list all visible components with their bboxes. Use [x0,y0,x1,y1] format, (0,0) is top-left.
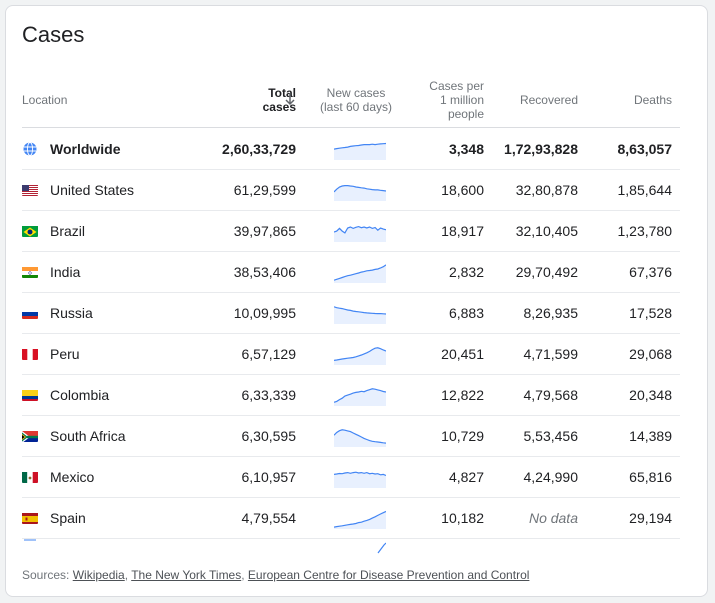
table-row[interactable]: Spain 4,79,554 10,182 No data 29,194 [22,498,680,539]
flag-mx-icon [22,471,38,483]
total-cases-value: 6,57,129 [241,346,297,362]
sources-footer: Sources: Wikipedia, The New York Times, … [22,568,530,582]
header-total-cases[interactable]: Total cases [262,86,296,114]
flag-pe-icon [22,348,38,360]
sparkline [334,510,386,529]
cases-card: Cases Location Total cases New cases (la… [5,5,708,597]
table-row[interactable]: South Africa 6,30,595 10,729 5,53,456 14… [22,416,680,457]
deaths-value: 8,63,057 [617,140,673,157]
table-row[interactable]: Russia 10,09,995 6,883 8,26,935 17,528 [22,293,680,334]
deaths-value: 29,068 [629,346,672,362]
header-new-cases[interactable]: New cases (last 60 days) [319,86,393,114]
location-name: Peru [50,346,80,362]
cases-per-million-value: 12,822 [441,387,484,403]
total-cases-value: 6,33,339 [241,387,297,403]
flag-us-icon [22,184,38,196]
deaths-value: 20,348 [629,387,672,403]
table-row[interactable]: India 38,53,406 2,832 29,70,492 67,376 [22,252,680,293]
table-row[interactable]: Brazil 39,97,865 18,917 32,10,405 1,23,7… [22,211,680,252]
cases-per-million-value: 20,451 [441,346,484,362]
cases-per-million-value: 10,729 [441,428,484,444]
cases-per-million-value: 18,917 [441,223,484,239]
table-row[interactable]: Worldwide 2,60,33,729 3,348 1,72,93,828 … [22,128,680,170]
location-name: United States [50,182,135,198]
flag-partial [24,539,36,541]
location-name: Russia [50,305,93,321]
location-name: Mexico [50,469,95,485]
location-name: Worldwide [50,140,121,157]
total-cases-value: 4,79,554 [241,510,297,526]
flag-br-icon [22,225,38,237]
table-row[interactable]: Peru 6,57,129 20,451 4,71,599 29,068 [22,334,680,375]
table-row[interactable]: United States 61,29,599 18,600 32,80,878… [22,170,680,211]
flag-za-icon [22,430,38,442]
sparkline [334,264,386,283]
total-cases-value: 38,53,406 [233,264,296,280]
header-location[interactable]: Location [22,93,68,107]
table-row-partial [22,539,680,555]
sparkline [334,429,386,447]
recovered-value: 32,10,405 [515,223,578,239]
recovered-value: 1,72,93,828 [504,140,578,157]
location-name: Brazil [50,223,86,239]
recovered-value: No data [528,510,578,526]
total-cases-value: 61,29,599 [233,182,296,198]
cases-per-million-value: 6,883 [448,305,484,321]
cases-per-million-value: 18,600 [441,182,484,198]
cases-per-million-value: 2,832 [448,264,484,280]
header-deaths[interactable]: Deaths [633,93,672,107]
cases-table: Location Total cases New cases (last 60 … [22,70,680,555]
globe-icon [23,141,37,156]
deaths-value: 14,389 [629,428,672,444]
total-cases-value: 39,97,865 [233,223,296,239]
table-row[interactable]: Mexico 6,10,957 4,827 4,24,990 65,816 [22,457,680,498]
sparkline [334,306,386,324]
header-cases-per-million[interactable]: Cases per 1 million people [429,79,484,121]
card-title: Cases [22,22,85,47]
sort-descending-icon[interactable] [283,91,297,107]
header-recovered[interactable]: Recovered [519,93,578,107]
flag-co-icon [22,389,38,401]
location-name: South Africa [50,428,126,444]
source-link-wikipedia[interactable]: Wikipedia [72,568,125,582]
recovered-value: 32,80,878 [515,182,578,198]
cases-per-million-value: 10,182 [441,510,484,526]
cases-per-million-value: 4,827 [448,469,484,485]
recovered-value: 29,70,492 [515,264,578,280]
source-link-ecdc[interactable]: European Centre for Disease Prevention a… [247,568,530,582]
sparkline-partial [377,542,386,554]
deaths-value: 1,23,780 [617,223,673,239]
location-name: India [50,264,81,280]
table-body: Worldwide 2,60,33,729 3,348 1,72,93,828 … [22,128,680,539]
sparkline [334,185,386,201]
recovered-value: 4,24,990 [523,469,579,485]
deaths-value: 29,194 [629,510,672,526]
table-header: Location Total cases New cases (last 60 … [22,70,680,128]
deaths-value: 1,85,644 [617,182,673,198]
sparkline [334,471,386,488]
flag-in-icon [22,266,38,278]
recovered-value: 4,71,599 [523,346,579,362]
deaths-value: 17,528 [629,305,672,321]
total-cases-value: 6,30,595 [241,428,297,444]
deaths-value: 67,376 [629,264,672,280]
total-cases-value: 2,60,33,729 [222,140,296,157]
recovered-value: 4,79,568 [523,387,579,403]
sparkline [334,388,386,406]
total-cases-value: 10,09,995 [233,305,296,321]
source-link-nyt[interactable]: The New York Times [131,568,242,582]
deaths-value: 65,816 [629,469,672,485]
location-name: Colombia [50,387,110,403]
table-row[interactable]: Colombia 6,33,339 12,822 4,79,568 20,348 [22,375,680,416]
sparkline [334,225,386,242]
cases-per-million-value: 3,348 [448,140,484,157]
flag-es-icon [22,512,38,524]
sparkline [334,347,386,365]
recovered-value: 8,26,935 [523,305,579,321]
total-cases-value: 6,10,957 [241,469,297,485]
recovered-value: 5,53,456 [523,428,579,444]
flag-ru-icon [22,307,38,319]
sparkline [334,142,386,160]
location-name: Spain [50,510,86,526]
